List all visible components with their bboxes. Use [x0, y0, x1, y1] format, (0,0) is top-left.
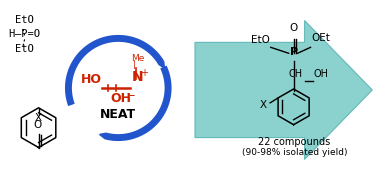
Text: N: N [132, 70, 144, 84]
Text: HO: HO [81, 73, 101, 86]
Text: EtO: EtO [15, 44, 33, 54]
Text: X: X [35, 113, 42, 123]
Text: –P=O: –P=O [15, 29, 40, 39]
Text: OH: OH [313, 69, 328, 79]
Text: O: O [33, 120, 42, 130]
Polygon shape [159, 62, 164, 68]
Polygon shape [195, 21, 372, 159]
Text: EtO: EtO [15, 15, 33, 25]
Text: NEAT: NEAT [100, 108, 136, 121]
Text: –: – [128, 89, 135, 102]
Text: OEt: OEt [311, 33, 330, 43]
Text: OH: OH [110, 92, 131, 105]
Text: O: O [290, 24, 298, 33]
Text: |: | [133, 60, 136, 69]
Text: H: H [9, 29, 15, 39]
Text: Me: Me [131, 54, 145, 63]
Text: +: + [140, 68, 148, 78]
Text: EtO: EtO [251, 35, 270, 45]
Polygon shape [99, 133, 106, 139]
Text: P: P [290, 47, 298, 57]
Text: CH: CH [289, 69, 303, 79]
Text: 22 compounds: 22 compounds [259, 136, 331, 147]
Text: X: X [260, 100, 267, 110]
Text: (90-98% isolated yield): (90-98% isolated yield) [242, 148, 347, 157]
